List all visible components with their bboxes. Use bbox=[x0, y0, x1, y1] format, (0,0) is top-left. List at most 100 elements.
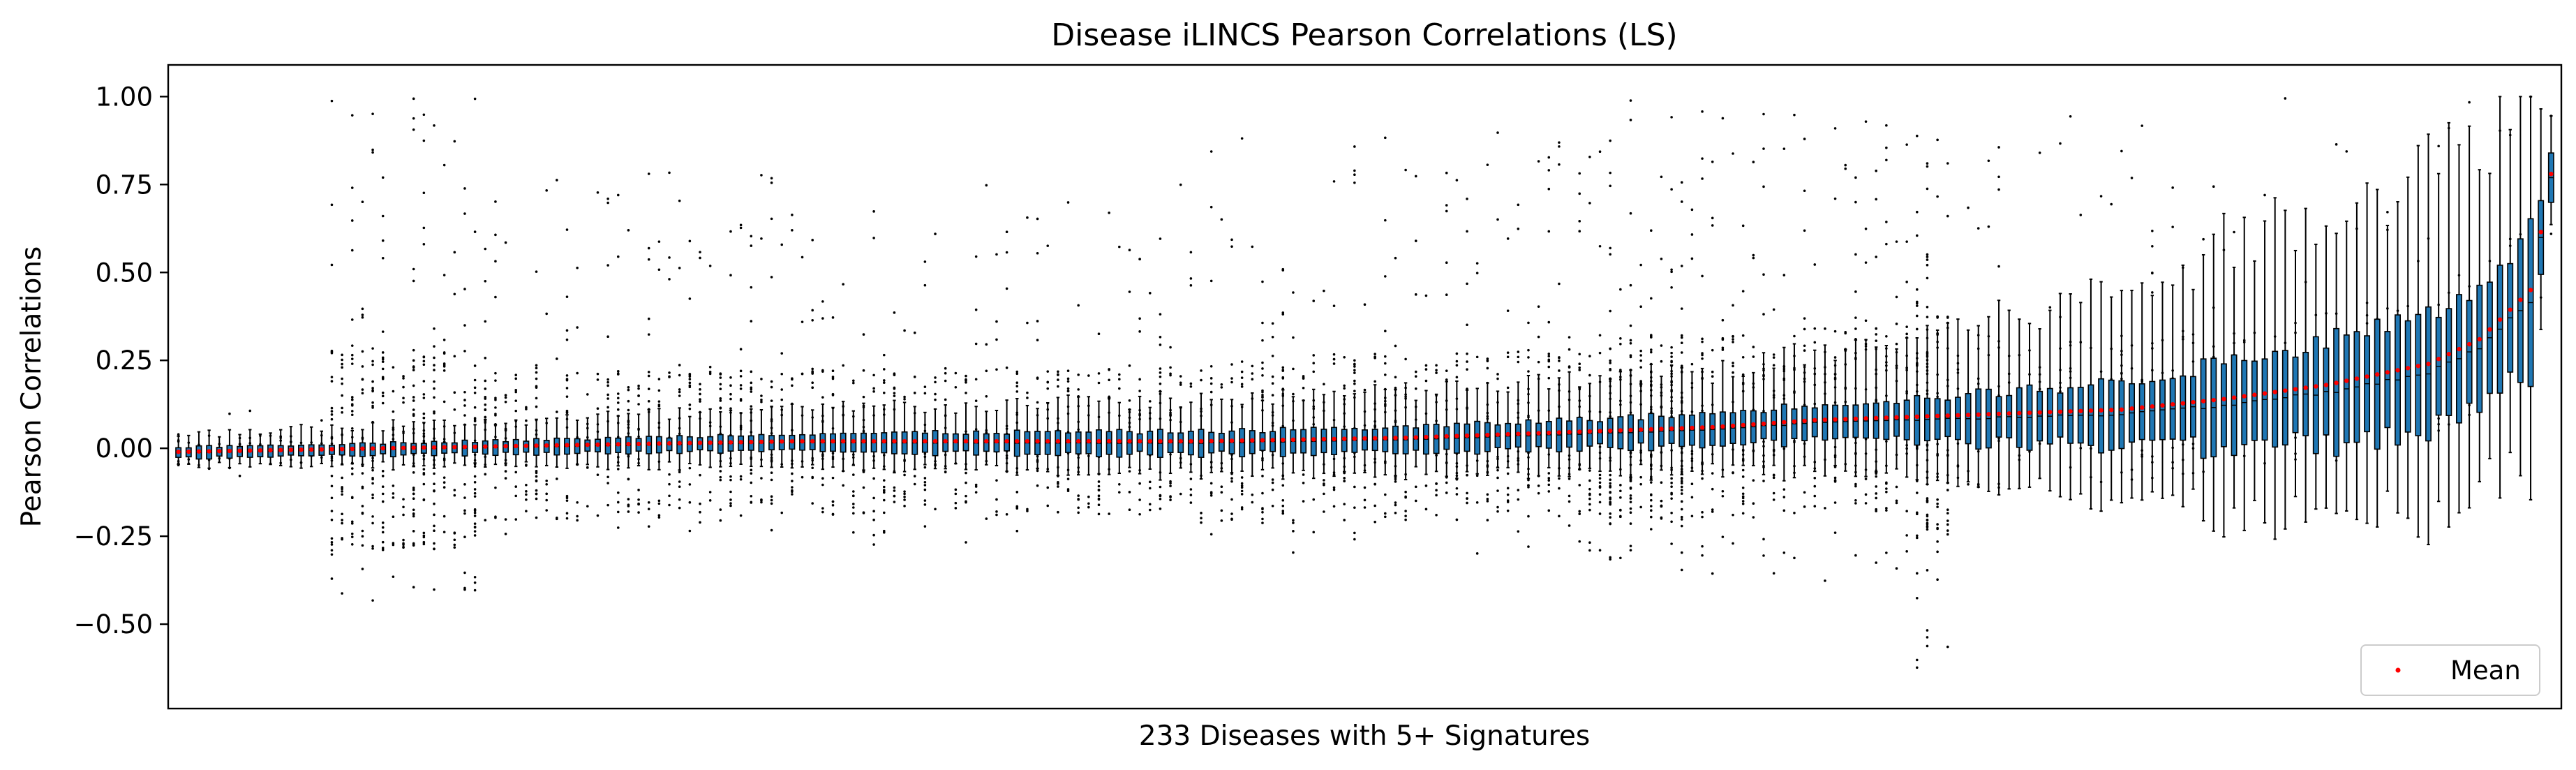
outlier-point bbox=[770, 478, 773, 482]
outlier-point bbox=[1926, 162, 1929, 165]
outlier-point bbox=[1046, 380, 1050, 384]
outlier-point bbox=[1261, 507, 1264, 510]
outlier-point bbox=[177, 433, 180, 436]
outlier-point bbox=[668, 503, 671, 507]
outlier-point bbox=[995, 253, 998, 256]
outlier-point bbox=[606, 198, 609, 200]
mean-point bbox=[1434, 434, 1439, 439]
outlier-point bbox=[1066, 380, 1070, 383]
outlier-point bbox=[361, 200, 364, 204]
outlier-point bbox=[1445, 369, 1448, 372]
outlier-point bbox=[361, 365, 364, 368]
outlier-point bbox=[1885, 509, 1888, 512]
outlier-point bbox=[1455, 493, 1459, 496]
outlier-point bbox=[473, 575, 477, 579]
mean-point bbox=[1219, 438, 1224, 443]
outlier-point bbox=[1261, 475, 1264, 477]
outlier-point bbox=[1414, 239, 1417, 242]
mean-point bbox=[1618, 428, 1623, 433]
outlier-point bbox=[1138, 390, 1141, 392]
outlier-point bbox=[1875, 496, 1877, 500]
outlier-point bbox=[1711, 510, 1714, 513]
outlier-point bbox=[371, 547, 374, 550]
mean-point bbox=[697, 440, 703, 445]
outlier-point bbox=[1261, 491, 1264, 495]
outlier-point bbox=[1803, 344, 1806, 348]
outlier-point bbox=[473, 495, 477, 498]
outlier-point bbox=[872, 510, 875, 512]
outlier-point bbox=[1803, 317, 1806, 320]
mean-point bbox=[411, 445, 416, 450]
outlier-point bbox=[494, 295, 497, 299]
outlier-point bbox=[514, 377, 518, 380]
outlier-point bbox=[1517, 355, 1520, 359]
outlier-point bbox=[402, 498, 405, 501]
mean-point bbox=[574, 443, 580, 447]
outlier-point bbox=[811, 239, 814, 242]
outlier-point bbox=[442, 514, 446, 518]
outlier-point bbox=[1189, 494, 1193, 496]
outlier-point bbox=[852, 494, 855, 498]
outlier-point bbox=[1414, 293, 1417, 296]
outlier-point bbox=[1475, 552, 1479, 555]
outlier-point bbox=[1875, 339, 1877, 342]
outlier-point bbox=[556, 179, 558, 182]
outlier-point bbox=[1844, 163, 1847, 167]
outlier-point bbox=[371, 148, 374, 151]
outlier-point bbox=[1741, 334, 1745, 337]
outlier-point bbox=[729, 498, 732, 501]
mean-point bbox=[554, 443, 560, 448]
outlier-point bbox=[1813, 484, 1817, 488]
outlier-point bbox=[1496, 373, 1499, 376]
outlier-point bbox=[1384, 493, 1387, 496]
mean-point bbox=[646, 441, 651, 446]
outlier-point bbox=[1394, 344, 1397, 348]
outlier-point bbox=[606, 503, 609, 507]
outlier-point bbox=[842, 283, 844, 286]
mean-point bbox=[861, 438, 866, 444]
outlier-point bbox=[637, 511, 640, 514]
outlier-point bbox=[1353, 538, 1356, 541]
outlier-point bbox=[719, 387, 722, 391]
outlier-point bbox=[371, 545, 374, 548]
outlier-point bbox=[965, 471, 967, 475]
outlier-point bbox=[565, 228, 569, 231]
outlier-point bbox=[760, 498, 763, 501]
outlier-point bbox=[514, 409, 518, 413]
outlier-point bbox=[371, 390, 374, 393]
outlier-point bbox=[473, 511, 477, 514]
outlier-point bbox=[371, 347, 374, 350]
outlier-point bbox=[1097, 484, 1101, 488]
outlier-point bbox=[1547, 360, 1551, 363]
outlier-point bbox=[381, 485, 385, 489]
outlier-point bbox=[576, 501, 579, 504]
outlier-point bbox=[371, 151, 374, 154]
outlier-point bbox=[484, 408, 487, 411]
outlier-point bbox=[1609, 253, 1611, 256]
outlier-point bbox=[616, 255, 620, 258]
outlier-point bbox=[1885, 334, 1888, 338]
mean-point bbox=[483, 444, 488, 449]
mean-point bbox=[1290, 437, 1296, 443]
outlier-point bbox=[637, 387, 640, 390]
outlier-point bbox=[1629, 339, 1632, 342]
outlier-point bbox=[514, 373, 518, 377]
mean-point bbox=[1598, 429, 1602, 434]
outlier-point bbox=[1680, 482, 1683, 484]
outlier-point bbox=[616, 501, 620, 504]
outlier-point bbox=[1353, 485, 1356, 489]
outlier-point bbox=[1680, 508, 1683, 511]
outlier-point bbox=[1424, 508, 1428, 511]
outlier-point bbox=[1650, 498, 1653, 502]
outlier-point bbox=[1639, 366, 1642, 369]
outlier-point bbox=[1240, 493, 1244, 496]
outlier-point bbox=[606, 201, 609, 205]
outlier-point bbox=[872, 210, 875, 213]
outlier-point bbox=[1455, 360, 1459, 363]
outlier-point bbox=[1271, 394, 1274, 397]
outlier-point bbox=[1209, 494, 1213, 497]
outlier-point bbox=[985, 343, 988, 346]
outlier-point bbox=[392, 515, 395, 519]
outlier-point bbox=[1885, 551, 1888, 554]
outlier-point bbox=[944, 379, 947, 383]
